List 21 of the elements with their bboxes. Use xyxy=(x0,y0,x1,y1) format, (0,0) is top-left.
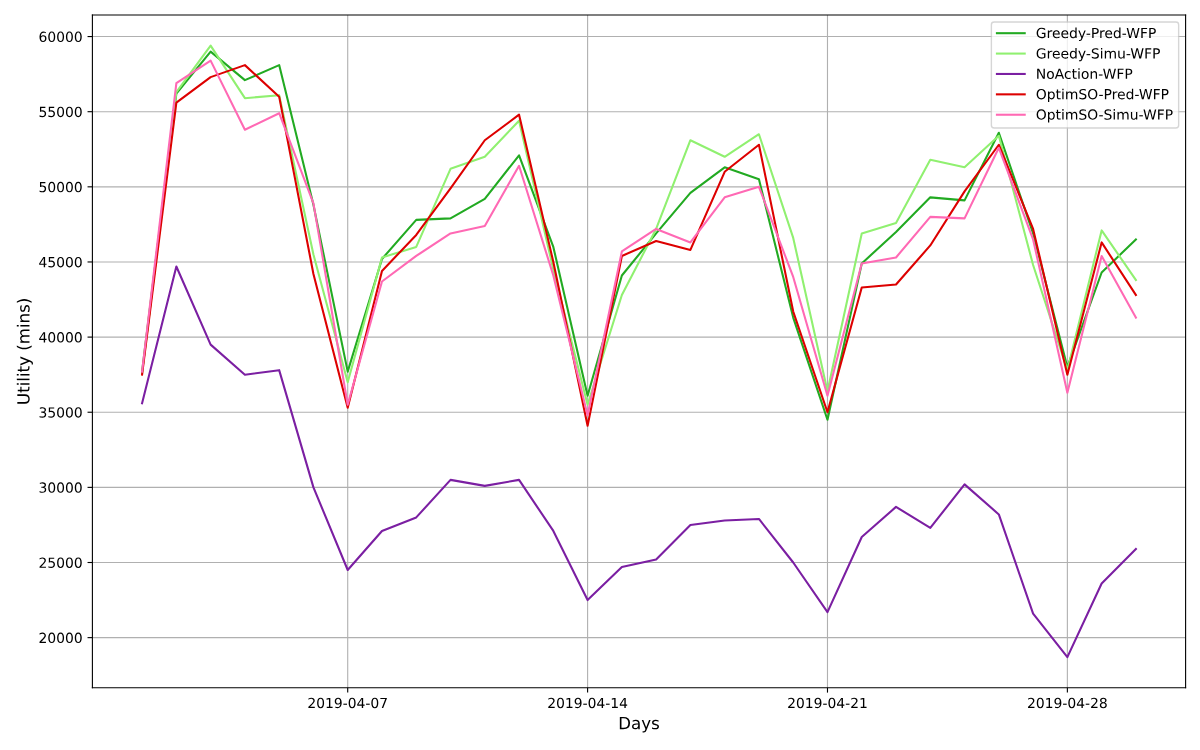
x-tick-label: 2019-04-14 xyxy=(548,697,628,709)
x-tick-label: 2019-04-07 xyxy=(308,697,387,709)
legend-label: OptimSO-Pred-WFP xyxy=(1036,88,1169,103)
y-tick-label: 45000 xyxy=(39,256,82,268)
y-tick-label: 35000 xyxy=(39,407,82,418)
x-tick-label: 2019-04-21 xyxy=(788,697,867,709)
y-tick-label: 60000 xyxy=(39,31,82,43)
legend-label: Greedy-Simu-WFP xyxy=(1036,47,1160,62)
y-tick-label: 30000 xyxy=(39,482,82,493)
x-axis-title: Days xyxy=(619,716,659,733)
y-tick-label: 40000 xyxy=(39,332,82,343)
y-tick-label: 20000 xyxy=(39,632,82,644)
legend-label: Greedy-Pred-WFP xyxy=(1036,27,1156,41)
y-tick-label: 50000 xyxy=(39,181,82,193)
y-tick-label: 55000 xyxy=(39,106,82,118)
legend-label: OptimSO-Simu-WFP xyxy=(1036,109,1173,123)
y-tick-label: 25000 xyxy=(39,557,82,568)
legend-label: NoAction-WFP xyxy=(1037,68,1133,80)
line-series xyxy=(141,265,1137,659)
y-axis-title: Utility (mins) xyxy=(16,299,33,404)
x-tick-label: 2019-04-28 xyxy=(1028,697,1107,709)
